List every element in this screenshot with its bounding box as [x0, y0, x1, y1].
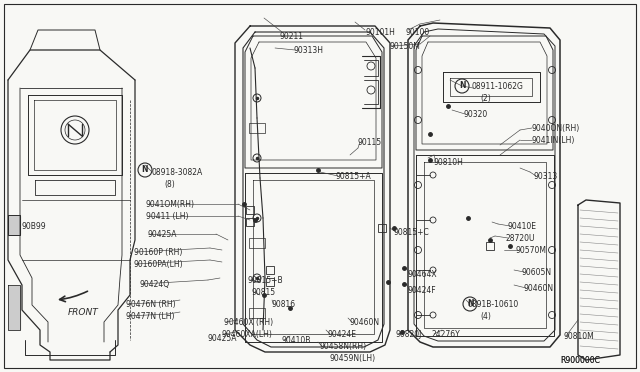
Bar	[486, 242, 494, 250]
Text: 90425A: 90425A	[208, 334, 237, 343]
Bar	[246, 218, 254, 226]
Text: R900000C: R900000C	[560, 356, 600, 365]
Text: 90810H: 90810H	[434, 158, 464, 167]
Text: 90460N: 90460N	[350, 318, 380, 327]
Text: 90B99: 90B99	[22, 222, 47, 231]
Text: 08911-1062G: 08911-1062G	[472, 82, 524, 91]
Bar	[378, 224, 386, 232]
Bar	[246, 206, 254, 214]
Text: 90458N(RH): 90458N(RH)	[320, 342, 367, 351]
Text: 90160PA(LH): 90160PA(LH)	[134, 260, 184, 269]
Text: 90411 (LH): 90411 (LH)	[146, 212, 189, 221]
Text: 90100: 90100	[406, 28, 430, 37]
Text: N: N	[141, 166, 148, 174]
Text: 90476N (RH): 90476N (RH)	[126, 300, 175, 309]
Text: FRONT: FRONT	[68, 308, 99, 317]
Text: 9040ON(RH): 9040ON(RH)	[532, 124, 580, 133]
Text: 9041OM(RH): 9041OM(RH)	[146, 200, 195, 209]
Text: 90313H: 90313H	[294, 46, 324, 55]
Bar	[266, 266, 274, 274]
Text: 0891B-10610: 0891B-10610	[468, 300, 519, 309]
Text: 90115: 90115	[358, 138, 382, 147]
Text: 90816: 90816	[272, 300, 296, 309]
Text: 90425A: 90425A	[148, 230, 177, 239]
Text: 90460X (RH): 90460X (RH)	[224, 318, 273, 327]
Text: 28720U: 28720U	[506, 234, 536, 243]
Bar	[266, 278, 274, 286]
Bar	[9, 216, 20, 234]
Bar	[249, 238, 265, 248]
Text: 90410E: 90410E	[508, 222, 537, 231]
Bar	[249, 308, 265, 318]
Text: R900000C: R900000C	[560, 356, 600, 365]
Text: 90410B: 90410B	[282, 336, 312, 345]
Text: 90101H: 90101H	[365, 28, 395, 37]
Text: 90477N (LH): 90477N (LH)	[126, 312, 175, 321]
Text: 90570M: 90570M	[516, 246, 547, 255]
Text: 90605N: 90605N	[522, 268, 552, 277]
Text: 90815: 90815	[252, 288, 276, 297]
Text: 90464X: 90464X	[408, 270, 438, 279]
Text: N: N	[459, 81, 465, 90]
Text: 90150M: 90150M	[390, 42, 421, 51]
Text: (8): (8)	[164, 180, 175, 189]
Text: (2): (2)	[480, 94, 491, 103]
Text: 90810M: 90810M	[564, 332, 595, 341]
Text: 90820J: 90820J	[396, 330, 422, 339]
Text: (4): (4)	[480, 312, 491, 321]
Text: 90815+C: 90815+C	[394, 228, 429, 237]
Bar	[9, 286, 20, 329]
Text: 90424F: 90424F	[408, 286, 436, 295]
Text: 90320: 90320	[464, 110, 488, 119]
Text: 08918-3082A: 08918-3082A	[152, 168, 204, 177]
Text: 90459N(LH): 90459N(LH)	[330, 354, 376, 363]
Text: 90815+A: 90815+A	[336, 172, 372, 181]
Text: N: N	[467, 299, 473, 308]
Text: 90815+B: 90815+B	[248, 276, 284, 285]
Text: 9041IN(LH): 9041IN(LH)	[532, 136, 575, 145]
Text: 24276Y: 24276Y	[432, 330, 461, 339]
Bar	[249, 123, 265, 133]
Text: 90160P (RH): 90160P (RH)	[134, 248, 182, 257]
Text: 90211: 90211	[280, 32, 304, 41]
Text: 90313: 90313	[534, 172, 558, 181]
Text: 90424Q: 90424Q	[140, 280, 170, 289]
Text: 90424E: 90424E	[328, 330, 357, 339]
Text: 90460XA(LH): 90460XA(LH)	[222, 330, 273, 339]
Text: 90460N: 90460N	[524, 284, 554, 293]
